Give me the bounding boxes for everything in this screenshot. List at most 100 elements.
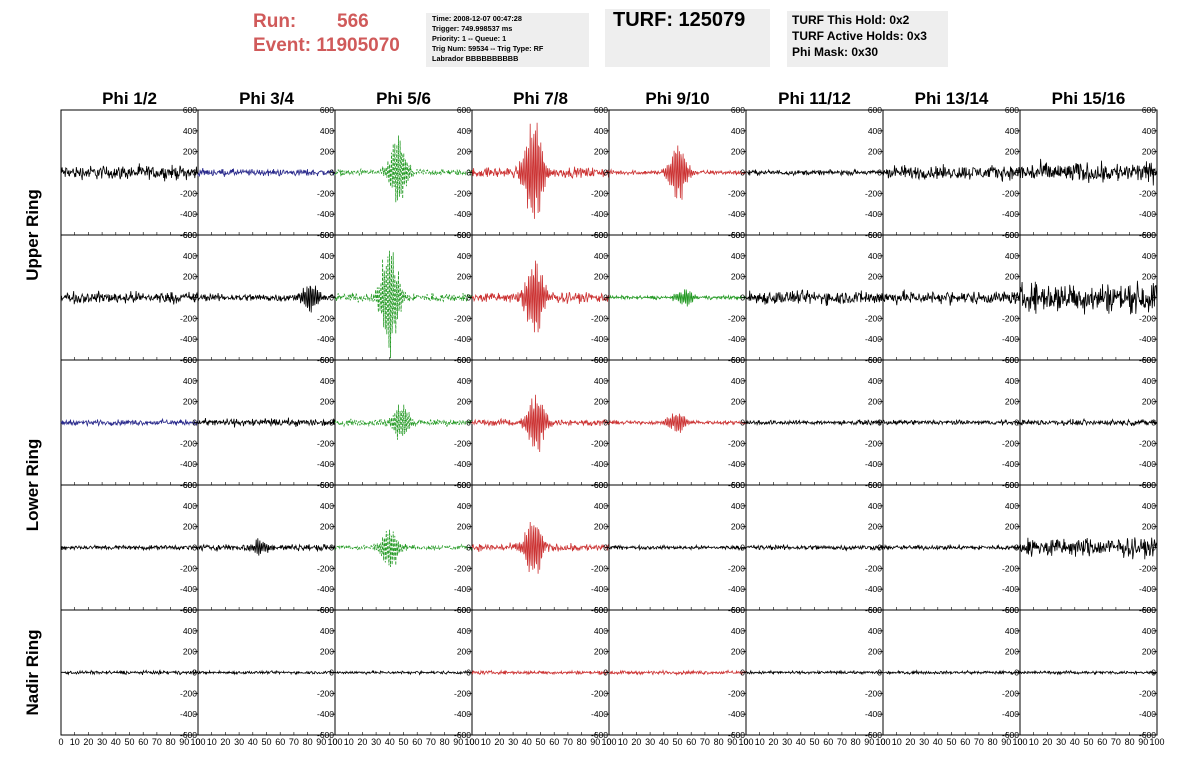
waveform-1-2 [334, 250, 473, 359]
waveform-0-2 [334, 135, 473, 203]
waveform-4-3 [471, 669, 610, 676]
labrador-info: Labrador BBBBBBBBBB [432, 54, 519, 63]
ytick-label-2-7-4: 200 [1142, 397, 1156, 407]
waveform-0-4 [608, 145, 746, 200]
ytick-label-1-6-6: 600 [1005, 230, 1019, 240]
ytick-label-0-0-1: -400 [180, 209, 197, 219]
xtick-label-1-1: 10 [207, 737, 217, 747]
xtick-label-4-4: 40 [659, 737, 669, 747]
ytick-label-4-7-3: 0 [1151, 668, 1156, 678]
xtick-label-7-5: 50 [1083, 737, 1093, 747]
ytick-label-3-5-1: -400 [865, 584, 882, 594]
ytick-label-1-2-6: 600 [457, 230, 471, 240]
waveform-0-5 [745, 168, 884, 177]
ytick-label-2-6-5: 400 [1005, 376, 1019, 386]
ytick-label-4-3-3: 0 [603, 668, 608, 678]
xtick-label-6-2: 20 [905, 737, 915, 747]
xtick-label-5-2: 20 [768, 737, 778, 747]
ytick-label-0-6-6: 600 [1005, 105, 1019, 115]
ytick-label-2-0-2: -200 [180, 438, 197, 448]
ytick-label-0-1-3: 0 [329, 168, 334, 178]
ytick-label-4-4-2: -200 [728, 688, 745, 698]
waveform-4-0 [60, 669, 199, 676]
ytick-label-2-4-6: 600 [731, 355, 745, 365]
ytick-label-3-0-2: -200 [180, 563, 197, 573]
ytick-label-0-2-3: 0 [466, 168, 471, 178]
ytick-label-4-0-5: 400 [183, 626, 197, 636]
trigger-num-type: Trig Num: 59534 -- Trig Type: RF [432, 44, 544, 53]
xtick-label-5-7: 70 [837, 737, 847, 747]
ytick-label-4-3-5: 400 [594, 626, 608, 636]
ytick-label-3-7-3: 0 [1151, 543, 1156, 553]
ytick-label-4-2-2: -200 [454, 688, 471, 698]
waveform-1-1 [197, 285, 335, 313]
ytick-label-4-7-1: -400 [1139, 709, 1156, 719]
ytick-label-2-2-4: 200 [457, 397, 471, 407]
ytick-label-0-7-2: -200 [1139, 188, 1156, 198]
ytick-label-4-6-4: 200 [1005, 647, 1019, 657]
ytick-label-1-5-1: -400 [865, 334, 882, 344]
ytick-label-2-3-3: 0 [603, 418, 608, 428]
ytick-label-2-3-2: -200 [591, 438, 608, 448]
waveform-1-4 [608, 289, 747, 307]
ytick-label-2-4-3: 0 [740, 418, 745, 428]
ytick-label-0-1-1: -400 [317, 209, 334, 219]
waveform-2-7 [1019, 417, 1158, 427]
xtick-label-5-0: 0 [743, 737, 748, 747]
xtick-label-4-8: 80 [714, 737, 724, 747]
ytick-label-2-1-2: -200 [317, 438, 334, 448]
waveform-3-4 [608, 543, 747, 552]
trigger-time: Time: 2008-12-07 00:47:28 [432, 14, 522, 23]
ytick-label-1-4-6: 600 [731, 230, 745, 240]
xtick-label-7-8: 80 [1125, 737, 1135, 747]
xtick-label-6-5: 50 [946, 737, 956, 747]
ytick-label-3-0-1: -400 [180, 584, 197, 594]
waveform-0-1 [197, 168, 335, 178]
ytick-label-3-5-4: 200 [868, 522, 882, 532]
phi-mask: Phi Mask: 0x30 [792, 45, 879, 59]
xtick-label-2-5: 50 [398, 737, 408, 747]
ytick-label-4-5-5: 400 [868, 626, 882, 636]
ytick-label-3-6-5: 400 [1005, 501, 1019, 511]
column-label-0: Phi 1/2 [102, 89, 157, 108]
ytick-label-3-0-4: 200 [183, 522, 197, 532]
ytick-label-4-4-3: 0 [740, 668, 745, 678]
xtick-label-6-9: 90 [1001, 737, 1011, 747]
ytick-label-4-2-5: 400 [457, 626, 471, 636]
xtick-label-4-2: 20 [631, 737, 641, 747]
ytick-label-0-6-1: -400 [1002, 209, 1019, 219]
ytick-label-2-6-2: -200 [1002, 438, 1019, 448]
xtick-label-4-10: 100 [738, 737, 753, 747]
ytick-label-2-4-1: -400 [728, 459, 745, 469]
ytick-label-2-1-3: 0 [329, 418, 334, 428]
xtick-label-3-1: 10 [481, 737, 491, 747]
ytick-label-1-5-5: 400 [868, 251, 882, 261]
ytick-label-2-6-4: 200 [1005, 397, 1019, 407]
xtick-label-6-4: 40 [933, 737, 943, 747]
xtick-label-0-5: 50 [124, 737, 134, 747]
xtick-label-0-7: 70 [152, 737, 162, 747]
ytick-label-1-2-4: 200 [457, 272, 471, 282]
ytick-label-0-4-4: 200 [731, 147, 745, 157]
xtick-label-3-4: 40 [522, 737, 532, 747]
ytick-label-1-7-1: -400 [1139, 334, 1156, 344]
xtick-label-5-4: 40 [796, 737, 806, 747]
ytick-label-3-1-5: 400 [320, 501, 334, 511]
xtick-label-0-2: 20 [83, 737, 93, 747]
ytick-label-0-0-4: 200 [183, 147, 197, 157]
ytick-label-0-3-2: -200 [591, 188, 608, 198]
ytick-label-1-0-2: -200 [180, 313, 197, 323]
ytick-label-4-0-0: -600 [180, 730, 197, 740]
xtick-label-1-0: 0 [195, 737, 200, 747]
ytick-label-1-7-5: 400 [1142, 251, 1156, 261]
ytick-label-2-6-6: 600 [1005, 355, 1019, 365]
ytick-label-2-7-5: 400 [1142, 376, 1156, 386]
xtick-label-2-0: 0 [332, 737, 337, 747]
ytick-label-3-2-4: 200 [457, 522, 471, 532]
ytick-label-2-0-4: 200 [183, 397, 197, 407]
ytick-label-0-6-2: -200 [1002, 188, 1019, 198]
ytick-label-1-1-2: -200 [317, 313, 334, 323]
ytick-label-2-7-1: -400 [1139, 459, 1156, 469]
ytick-label-4-5-0: -600 [865, 730, 882, 740]
